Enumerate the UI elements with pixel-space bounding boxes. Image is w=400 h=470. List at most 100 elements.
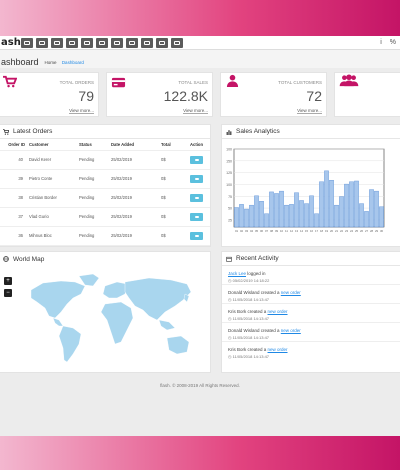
activity-link[interactable]: new order xyxy=(267,309,288,314)
sales-bar[interactable] xyxy=(349,181,354,228)
x-tick-label: 28 xyxy=(370,229,374,233)
sales-bar[interactable] xyxy=(309,195,314,228)
sales-bar[interactable] xyxy=(354,180,359,228)
page-title: ashboard xyxy=(1,57,39,67)
sales-bar[interactable] xyxy=(279,190,284,228)
sales-bar[interactable] xyxy=(274,193,279,228)
view-more-link[interactable]: View more... xyxy=(183,108,208,114)
breadcrumb-home[interactable]: Home xyxy=(44,60,57,65)
col-total[interactable]: Total xyxy=(161,139,183,151)
activity-item: Jack Lee logged in ◷ 05/02/2019 14:18:22 xyxy=(222,266,400,285)
sales-bar[interactable] xyxy=(259,201,264,228)
x-tick-label: 02 xyxy=(240,229,244,233)
cart-icon[interactable] xyxy=(141,37,153,48)
sales-bar[interactable] xyxy=(339,196,344,228)
sales-bar[interactable] xyxy=(344,183,349,228)
sales-bar[interactable] xyxy=(294,192,299,228)
panel-title: Recent Activity xyxy=(236,255,279,262)
x-tick-label: 19 xyxy=(325,229,329,233)
sales-bar[interactable] xyxy=(299,200,304,228)
col-customer[interactable]: Customer xyxy=(29,139,79,151)
sales-bar[interactable] xyxy=(249,204,254,228)
sales-bar[interactable] xyxy=(269,191,274,228)
world-map[interactable] xyxy=(9,268,209,368)
sales-bar[interactable] xyxy=(244,208,249,228)
bar-chart-icon xyxy=(226,129,232,135)
cell-date: 25/02/2019 xyxy=(111,169,161,189)
brand-logo: ash. xyxy=(1,37,25,48)
stat-label: TOTAL ORDERS xyxy=(59,80,94,85)
x-tick-label: 24 xyxy=(350,229,354,233)
house-icon[interactable] xyxy=(96,37,108,48)
cart-icon xyxy=(3,75,17,88)
breadcrumb-dashboard[interactable]: Dashboard xyxy=(61,60,84,65)
sales-bar[interactable] xyxy=(234,207,239,228)
sales-bar[interactable] xyxy=(334,204,339,228)
view-order-button[interactable] xyxy=(190,193,203,202)
activity-link[interactable]: new order xyxy=(280,328,301,333)
sales-bar[interactable] xyxy=(239,204,244,228)
view-more-link[interactable]: View more... xyxy=(297,108,322,114)
sales-bar[interactable] xyxy=(324,170,329,228)
map-greenland xyxy=(78,273,100,287)
sales-bar[interactable] xyxy=(359,203,364,228)
info-icon[interactable] xyxy=(51,37,63,48)
table-row: 37 Vlad Gurio Pending 25/02/2019 0$ xyxy=(0,207,210,227)
view-order-button[interactable] xyxy=(190,155,203,164)
sales-bar[interactable] xyxy=(254,195,259,228)
breadcrumb: Home Dashboard xyxy=(45,60,84,65)
activity-link[interactable]: new order xyxy=(280,290,301,295)
view-order-button[interactable] xyxy=(190,212,203,221)
sales-bar[interactable] xyxy=(284,204,289,228)
col-order-id[interactable]: Order ID xyxy=(0,139,29,151)
zoom-in-button[interactable]: + xyxy=(4,277,12,285)
sales-bar[interactable] xyxy=(369,189,374,228)
sales-bar[interactable] xyxy=(379,206,384,228)
activity-item: Kris Bork created a new order ◷ 11/05/20… xyxy=(222,342,400,361)
y-tick-label: 150 xyxy=(226,159,232,163)
sales-bar[interactable] xyxy=(329,180,334,228)
panel-title: Latest Orders xyxy=(13,128,53,135)
x-tick-label: 06 xyxy=(260,229,264,233)
activity-text: Kris Bork created a xyxy=(228,347,268,352)
sales-bar[interactable] xyxy=(374,190,379,228)
truck-icon[interactable] xyxy=(81,37,93,48)
view-order-button[interactable] xyxy=(190,231,203,240)
percent-icon[interactable]: % xyxy=(389,39,396,46)
folder-icon[interactable] xyxy=(36,37,48,48)
x-tick-label: 01 xyxy=(235,229,239,233)
topbar-right: i % xyxy=(380,39,400,46)
info-icon[interactable]: i xyxy=(380,39,382,46)
stat-users xyxy=(334,72,400,117)
map-asia xyxy=(124,277,192,321)
clipboard-icon[interactable] xyxy=(66,37,78,48)
view-order-button[interactable] xyxy=(190,174,203,183)
activity-link[interactable]: new order xyxy=(267,347,288,352)
sliders-icon[interactable] xyxy=(156,37,168,48)
cell-order-id: 37 xyxy=(0,207,29,227)
sales-bar[interactable] xyxy=(364,211,369,228)
sales-bar[interactable] xyxy=(289,204,294,228)
x-tick-label: 16 xyxy=(310,229,314,233)
zoom-out-button[interactable]: − xyxy=(4,289,12,297)
activity-link[interactable]: Jack Lee xyxy=(228,271,247,276)
cell-status: Pending xyxy=(79,226,111,246)
money-icon[interactable] xyxy=(111,37,123,48)
cell-customer: Cristian Border xyxy=(29,188,79,208)
sales-bar[interactable] xyxy=(314,213,319,228)
sales-bar[interactable] xyxy=(264,213,269,228)
cart-icon[interactable] xyxy=(126,37,138,48)
eye-icon xyxy=(194,196,199,199)
map-south-america xyxy=(58,325,82,363)
view-more-link[interactable]: View more... xyxy=(69,108,94,114)
folder-icon[interactable] xyxy=(21,37,33,48)
stat-total-sales: TOTAL SALES 122.8K View more... xyxy=(106,72,213,117)
y-tick-label: 100 xyxy=(226,183,232,187)
col-status[interactable]: Status xyxy=(79,139,111,151)
col-date-added[interactable]: Date Added xyxy=(111,139,161,151)
stat-label: TOTAL CUSTOMERS xyxy=(278,80,322,85)
sales-bar[interactable] xyxy=(304,203,309,228)
sales-bar[interactable] xyxy=(319,181,324,228)
share-icon[interactable] xyxy=(171,37,183,48)
activity-item: Donald Wisland created a new order ◷ 11/… xyxy=(222,285,400,304)
